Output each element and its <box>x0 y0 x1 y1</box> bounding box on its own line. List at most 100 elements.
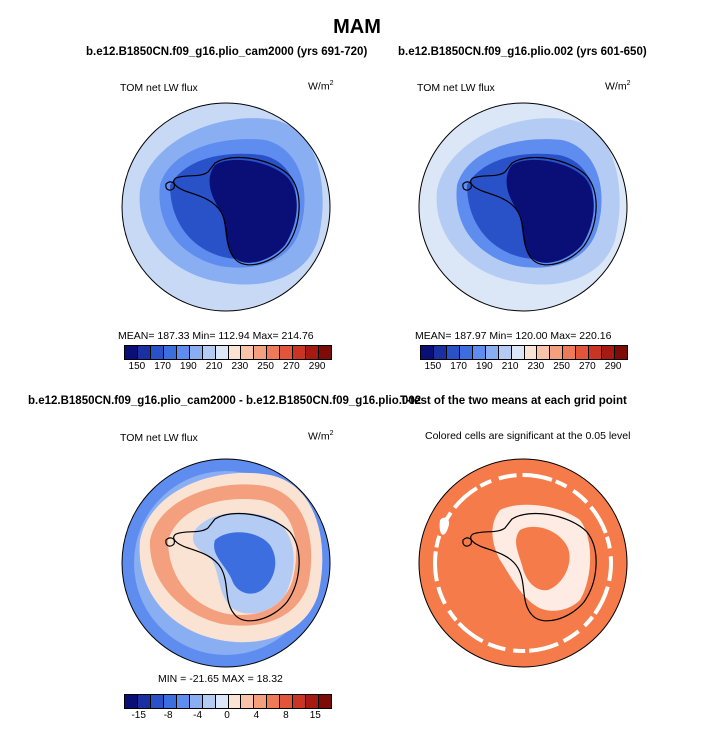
colorbar-top-left-swatch <box>215 346 229 359</box>
colorbar-bottom-left-swatch <box>228 695 242 708</box>
colorbar-top-left-tick-label: 250 <box>257 361 274 372</box>
colorbar-bottom-left-swatch <box>163 695 177 708</box>
variable-label-bottom-left: TOM net LW flux <box>120 432 198 444</box>
panel-title-top-left: b.e12.B1850CN.f09_g16.plio_cam2000 (yrs … <box>86 46 368 58</box>
colorbar-bottom-left-swatch <box>150 695 164 708</box>
map-border-top-left <box>121 102 331 312</box>
map-border-bottom-left <box>121 458 331 668</box>
panel-title-top-right: b.e12.B1850CN.f09_g16.plio.002 (yrs 601-… <box>398 46 647 58</box>
colorbar-top-left-swatch <box>125 346 138 359</box>
colorbar-bottom-left <box>124 694 332 709</box>
colorbar-top-right-swatch <box>602 346 616 359</box>
colorbar-top-left-tick-label: 170 <box>154 361 171 372</box>
stats-bottom-left: MIN = -21.65 MAX = 18.32 <box>158 673 283 685</box>
colorbar-top-left-swatch <box>150 346 164 359</box>
colorbar-top-right <box>420 345 628 360</box>
colorbar-bottom-left-tick-label: 15 <box>309 710 321 721</box>
colorbar-top-right-swatch <box>472 346 486 359</box>
units-label-top-right: W/m2 <box>605 80 631 93</box>
coastline-top-right <box>462 156 597 266</box>
colorbar-top-left-swatch <box>176 346 190 359</box>
stats-top-right: MEAN= 187.97 Min= 120.00 Max= 220.16 <box>415 330 612 342</box>
colorbar-bottom-left-swatch <box>280 695 294 708</box>
colorbar-top-left-swatch <box>319 346 331 359</box>
map-bottom-left <box>122 459 330 667</box>
colorbar-top-right-swatch <box>615 346 627 359</box>
colorbar-bottom-left-swatch <box>319 695 331 708</box>
colorbar-top-right-swatch <box>524 346 538 359</box>
colorbar-top-right-swatch <box>576 346 590 359</box>
colorbar-top-right-tick-label: 250 <box>553 361 570 372</box>
colorbar-bottom-left-tick-label: -4 <box>193 710 203 721</box>
colorbar-top-left-swatch <box>189 346 203 359</box>
colorbar-top-left-swatch <box>293 346 307 359</box>
colorbar-top-right-swatch <box>446 346 460 359</box>
map-border-top-right <box>418 102 628 312</box>
colorbar-top-left-swatch <box>228 346 242 359</box>
colorbar-top-right-tick-label: 190 <box>476 361 493 372</box>
colorbar-top-left-swatch <box>241 346 255 359</box>
panel-title-bottom-right: T-test of the two means at each grid poi… <box>400 395 627 407</box>
colorbar-bottom-left-swatch <box>189 695 203 708</box>
colorbar-top-left-swatch <box>267 346 281 359</box>
colorbar-top-right-swatch <box>421 346 434 359</box>
colorbar-top-right-tick-label: 230 <box>527 361 545 372</box>
panel-title-bottom-left: b.e12.B1850CN.f09_g16.plio_cam2000 - b.e… <box>28 395 422 407</box>
colorbar-top-left-tick-label: 210 <box>205 361 223 372</box>
colorbar-top-left-tick-label: 150 <box>128 361 146 372</box>
stats-top-left: MEAN= 187.33 Min= 112.94 Max= 214.76 <box>118 330 314 342</box>
map-border-bottom-right <box>418 458 628 668</box>
map-bottom-right <box>419 459 627 667</box>
colorbar-top-right-swatch <box>498 346 512 359</box>
colorbar-bottom-left-swatch <box>241 695 255 708</box>
coastline-top-left <box>165 156 300 266</box>
variable-label-top-right: TOM net LW flux <box>417 82 495 94</box>
colorbar-bottom-left-swatch <box>176 695 190 708</box>
colorbar-bottom-left-tick-label: 8 <box>283 710 289 721</box>
colorbar-top-right-swatch <box>433 346 447 359</box>
colorbar-bottom-left-swatch <box>202 695 216 708</box>
colorbar-bottom-left-tick-label: -8 <box>163 710 173 721</box>
colorbar-top-right-tick-label: 290 <box>604 361 622 372</box>
colorbar-bottom-left-swatch <box>215 695 229 708</box>
colorbar-top-right-tick-label: 270 <box>579 361 596 372</box>
units-label-bottom-left: W/m2 <box>308 430 334 443</box>
colorbar-top-right-tick-label: 150 <box>424 361 442 372</box>
colorbar-top-left-tick-label: 230 <box>231 361 249 372</box>
colorbar-top-right-tick-label: 170 <box>450 361 467 372</box>
colorbar-top-right-swatch <box>563 346 577 359</box>
colorbar-top-right-swatch <box>550 346 564 359</box>
map-top-left <box>122 103 330 311</box>
colorbar-top-left-swatch <box>202 346 216 359</box>
variable-label-top-left: TOM net LW flux <box>120 82 198 94</box>
colorbar-bottom-left-swatch <box>125 695 138 708</box>
coastline-bottom-left <box>165 512 300 622</box>
colorbar-top-left-tick-label: 190 <box>180 361 197 372</box>
colorbar-top-right-swatch <box>537 346 551 359</box>
significance-note: Colored cells are significant at the 0.0… <box>425 430 631 442</box>
colorbar-top-left <box>124 345 332 360</box>
units-label-top-left: W/m2 <box>308 80 334 93</box>
colorbar-top-right-swatch <box>589 346 603 359</box>
colorbar-top-left-swatch <box>254 346 268 359</box>
colorbar-top-right-swatch <box>511 346 525 359</box>
colorbar-top-left-tick-label: 270 <box>283 361 300 372</box>
colorbar-top-left-swatch <box>163 346 177 359</box>
colorbar-top-right-tick-label: 210 <box>501 361 519 372</box>
coastline-bottom-right <box>462 512 597 622</box>
colorbar-top-right-swatch <box>485 346 499 359</box>
colorbar-bottom-left-tick-label: -15 <box>131 710 146 721</box>
colorbar-top-left-swatch <box>280 346 294 359</box>
colorbar-top-right-swatch <box>459 346 473 359</box>
colorbar-bottom-left-swatch <box>267 695 281 708</box>
colorbar-bottom-left-tick-label: 0 <box>224 710 230 721</box>
map-top-right <box>419 103 627 311</box>
colorbar-bottom-left-swatch <box>293 695 307 708</box>
colorbar-bottom-left-tick-label: 4 <box>253 710 260 721</box>
colorbar-top-left-swatch <box>137 346 151 359</box>
colorbar-bottom-left-swatch <box>137 695 151 708</box>
colorbar-top-left-swatch <box>306 346 320 359</box>
colorbar-top-left-tick-label: 290 <box>308 361 326 372</box>
colorbar-bottom-left-swatch <box>254 695 268 708</box>
